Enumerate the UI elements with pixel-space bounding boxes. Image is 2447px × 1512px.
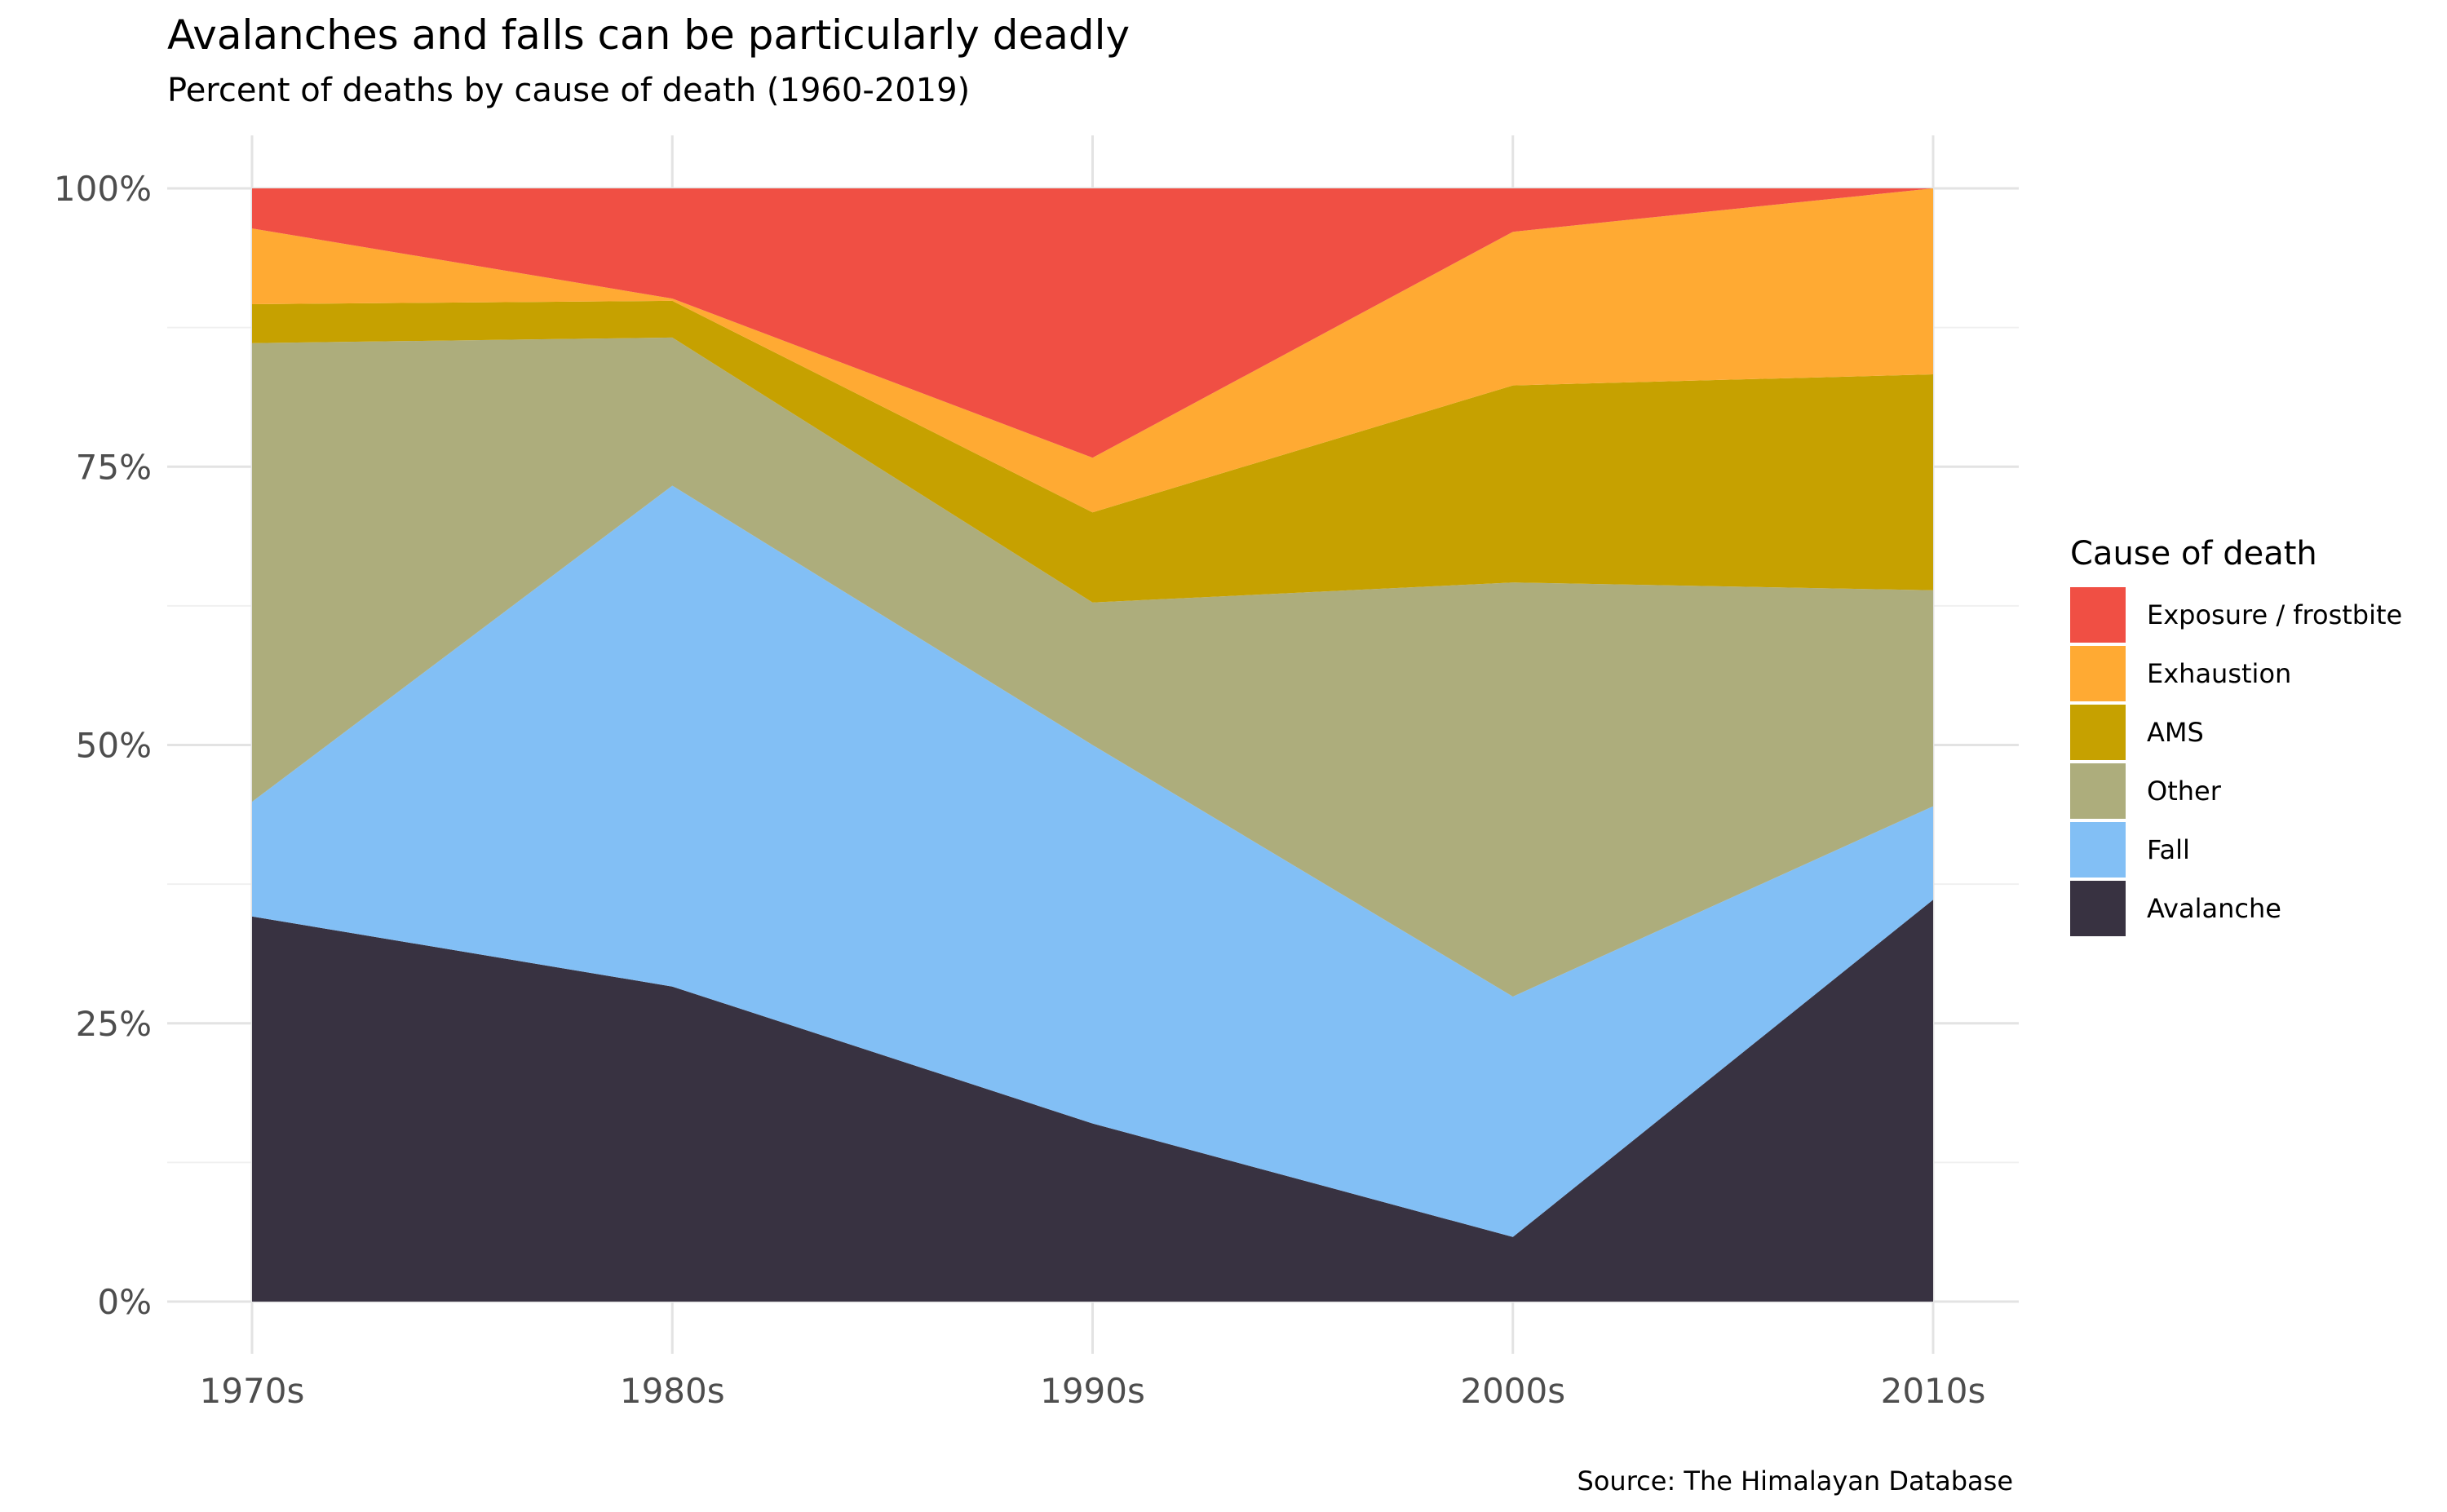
y-tick-label: 50% xyxy=(76,726,152,766)
legend-item-ams: AMS xyxy=(2070,703,2402,762)
legend-swatch xyxy=(2070,646,2126,701)
legend: Cause of death Exposure / frostbite Exhau… xyxy=(2070,535,2402,938)
legend-swatch xyxy=(2070,881,2126,936)
y-tick-label: 25% xyxy=(76,1004,152,1044)
legend-label: Other xyxy=(2147,776,2221,807)
legend-item-fall: Fall xyxy=(2070,820,2402,879)
x-tick-label: 2000s xyxy=(1460,1371,1565,1411)
legend-swatch xyxy=(2070,705,2126,760)
legend-swatch xyxy=(2070,763,2126,819)
area-series-exhaustion xyxy=(252,188,1933,513)
chart-title: Avalanches and falls can be particularly… xyxy=(167,11,1131,59)
x-tick-label: 2010s xyxy=(1881,1371,1986,1411)
legend-item-avalanche: Avalanche xyxy=(2070,879,2402,938)
area-series-fall xyxy=(252,485,1933,1237)
x-tick-label: 1970s xyxy=(200,1371,305,1411)
y-tick-label: 100% xyxy=(54,169,152,209)
legend-label: AMS xyxy=(2147,717,2204,748)
legend-label: Exposure / frostbite xyxy=(2147,599,2403,630)
x-tick-label: 1990s xyxy=(1040,1371,1145,1411)
y-tick-label: 0% xyxy=(97,1282,152,1322)
legend-item-exhaustion: Exhaustion xyxy=(2070,644,2402,703)
x-tick-label: 1980s xyxy=(620,1371,725,1411)
area-series-exposure-frostbite xyxy=(252,188,1933,458)
area-series-ams xyxy=(252,300,1933,603)
source-caption: Source: The Himalayan Database xyxy=(1577,1466,2013,1497)
area-series-other xyxy=(252,337,1933,997)
legend-label: Avalanche xyxy=(2147,893,2281,924)
y-tick-label: 75% xyxy=(76,447,152,487)
legend-item-exposure-frostbite: Exposure / frostbite xyxy=(2070,586,2402,644)
legend-label: Exhaustion xyxy=(2147,658,2292,689)
legend-swatch xyxy=(2070,587,2126,643)
legend-swatch xyxy=(2070,822,2126,878)
legend-item-other: Other xyxy=(2070,762,2402,820)
legend-title: Cause of death xyxy=(2070,535,2317,573)
legend-label: Fall xyxy=(2147,834,2190,865)
area-series-avalanche xyxy=(252,900,1933,1302)
chart-subtitle: Percent of deaths by cause of death (196… xyxy=(167,72,971,109)
